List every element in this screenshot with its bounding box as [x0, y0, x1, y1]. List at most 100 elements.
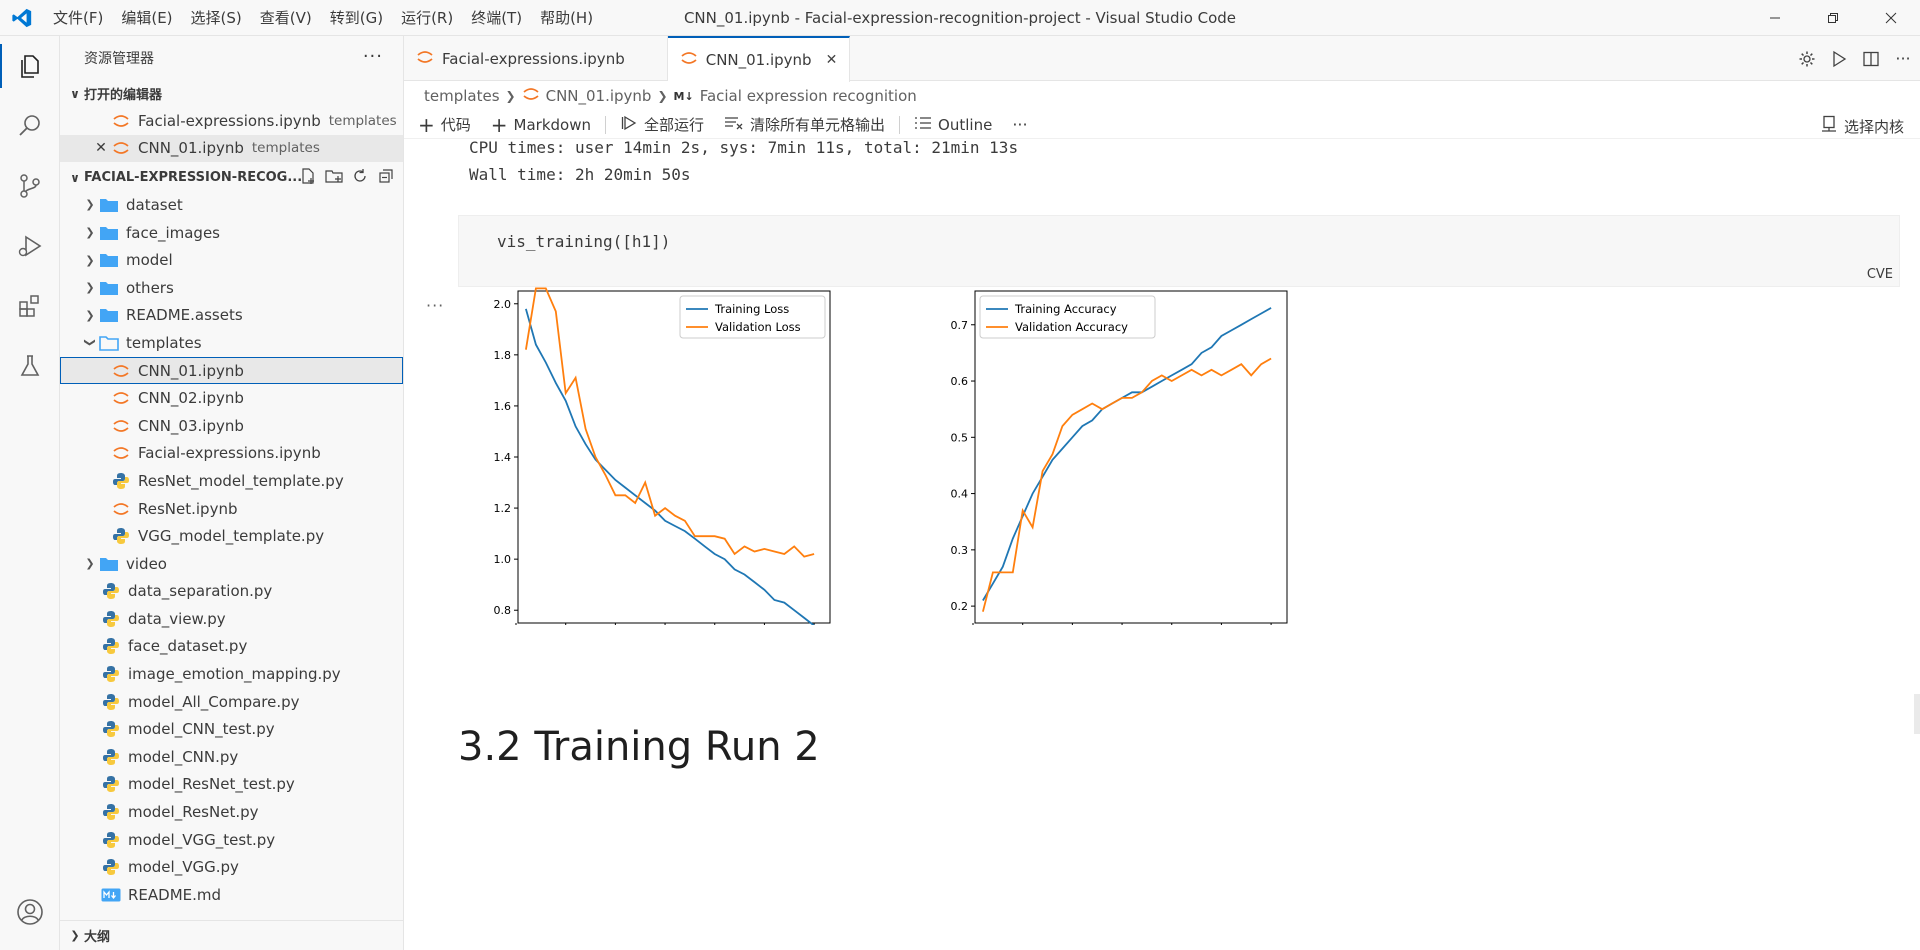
file-model-vgg[interactable]: model_VGG.py	[60, 853, 403, 881]
editor-area: Facial-expressions.ipynb CNN_01.ipynb ✕ …	[404, 36, 1920, 950]
menu-selection[interactable]: 选择(S)	[190, 8, 242, 27]
run-all-label: 全部运行	[644, 116, 705, 134]
file-model-resnet[interactable]: model_ResNet.py	[60, 798, 403, 826]
open-editors-section[interactable]: ∨ 打开的编辑器	[60, 80, 403, 107]
python-icon	[100, 748, 122, 766]
search-icon[interactable]	[0, 96, 60, 156]
outline-button[interactable]: Outline	[914, 115, 992, 135]
run-debug-icon[interactable]	[0, 216, 60, 276]
collapse-all-icon[interactable]	[377, 167, 395, 189]
tab-cnn-01[interactable]: CNN_01.ipynb ✕	[667, 36, 851, 82]
menu-view[interactable]: 查看(V)	[259, 8, 312, 27]
menu-run[interactable]: 运行(R)	[401, 8, 454, 27]
close-icon[interactable]: ✕	[95, 140, 107, 157]
jupyter-icon	[110, 417, 132, 435]
y-tick-label: 1.0	[494, 553, 512, 566]
file-model-vgg-test[interactable]: model_VGG_test.py	[60, 826, 403, 854]
settings-gear-icon[interactable]	[1796, 48, 1818, 70]
folder-templates[interactable]: ❯ templates	[60, 329, 403, 357]
open-editor-item[interactable]: Facial-expressions.ipynb templates	[60, 107, 403, 135]
outline-section[interactable]: ❯ 大纲	[60, 920, 404, 950]
menu-edit[interactable]: 编辑(E)	[121, 8, 173, 27]
file-image-emotion-mapping[interactable]: image_emotion_mapping.py	[60, 660, 403, 688]
menu-help[interactable]: 帮助(H)	[540, 8, 594, 27]
file-name: README.md	[128, 885, 222, 904]
add-markdown-button[interactable]: + Markdown	[491, 115, 591, 135]
new-file-icon[interactable]	[299, 167, 317, 189]
file-readme[interactable]: README.md	[60, 881, 403, 909]
file-model-cnn-test[interactable]: model_CNN_test.py	[60, 715, 403, 743]
file-resnet-template[interactable]: ResNet_model_template.py	[60, 467, 403, 495]
y-tick-label: 0.5	[951, 431, 969, 444]
file-model-cnn[interactable]: model_CNN.py	[60, 743, 403, 771]
refresh-icon[interactable]	[351, 167, 369, 189]
file-face-dataset[interactable]: face_dataset.py	[60, 633, 403, 661]
clear-outputs-button[interactable]: 清除所有单元格输出	[724, 114, 885, 135]
jupyter-icon	[110, 444, 132, 462]
toolbar-more-icon[interactable]: ···	[1012, 115, 1028, 134]
close-window-icon[interactable]	[1862, 0, 1920, 36]
extensions-icon[interactable]	[0, 276, 60, 336]
run-icon[interactable]	[1828, 48, 1850, 70]
python-icon	[100, 831, 122, 849]
source-control-icon[interactable]	[0, 156, 60, 216]
account-icon[interactable]	[0, 882, 60, 942]
open-editors-label: 打开的编辑器	[84, 88, 163, 103]
folder-face-images[interactable]: ❯ face_images	[60, 219, 403, 247]
run-all-icon	[620, 114, 638, 136]
project-section[interactable]: ∨ FACIAL-EXPRESSION-RECOG...	[60, 164, 403, 191]
new-folder-icon[interactable]	[325, 167, 343, 189]
scrollbar-thumb[interactable]	[1914, 694, 1920, 734]
code-cell[interactable]: vis_training([h1]) CVE	[458, 215, 1900, 287]
menu-terminal[interactable]: 终端(T)	[471, 8, 523, 27]
menu-file[interactable]: 文件(F)	[53, 8, 104, 27]
python-icon	[100, 637, 122, 655]
file-facial-expressions[interactable]: Facial-expressions.ipynb	[60, 440, 403, 468]
folder-readme-assets[interactable]: ❯ README.assets	[60, 302, 403, 330]
breadcrumb-folder[interactable]: templates	[424, 87, 500, 105]
file-model-all-compare[interactable]: model_All_Compare.py	[60, 688, 403, 716]
explorer-title-label: 资源管理器	[84, 51, 154, 67]
minimize-icon[interactable]	[1746, 0, 1804, 36]
close-tab-icon[interactable]: ✕	[825, 52, 838, 68]
cell-output-cpu-times: CPU times: user 14min 2s, sys: 7min 11s,…	[469, 141, 1019, 157]
split-editor-icon[interactable]	[1860, 48, 1882, 70]
output-more-icon[interactable]: ···	[426, 296, 445, 315]
folder-others[interactable]: ❯ others	[60, 274, 403, 302]
folder-model[interactable]: ❯ model	[60, 246, 403, 274]
cell-language-label[interactable]: CVE	[1866, 267, 1893, 282]
breadcrumb-section[interactable]: Facial expression recognition	[699, 87, 917, 105]
open-editor-item-active[interactable]: ✕ CNN_01.ipynb templates	[60, 134, 403, 163]
file-data-view[interactable]: data_view.py	[60, 605, 403, 633]
code-cell-source[interactable]: vis_training([h1])	[497, 232, 671, 251]
file-data-separation[interactable]: data_separation.py	[60, 578, 403, 606]
file-vgg-template[interactable]: VGG_model_template.py	[60, 522, 403, 550]
run-all-button[interactable]: 全部运行	[620, 114, 704, 136]
menu-go[interactable]: 转到(G)	[329, 8, 384, 27]
folder-video[interactable]: ❯ video	[60, 550, 403, 578]
breadcrumb-file[interactable]: CNN_01.ipynb	[545, 87, 652, 105]
file-resnet-ipynb[interactable]: ResNet.ipynb	[60, 495, 403, 523]
file-cnn-02[interactable]: CNN_02.ipynb	[60, 384, 403, 412]
legend-label: Validation Accuracy	[1015, 320, 1128, 334]
more-icon[interactable]: ···	[1895, 49, 1911, 68]
y-tick-label: 2.0	[494, 298, 512, 311]
file-tree: ❯ dataset ❯ face_images ❯ model ❯ others…	[60, 191, 403, 908]
accuracy-chart: 0.20.30.40.50.60.7051015202530EpochTrain…	[951, 290, 1288, 657]
testing-flask-icon[interactable]	[0, 336, 60, 396]
tab-facial-expressions[interactable]: Facial-expressions.ipynb	[404, 36, 668, 81]
file-cnn-01[interactable]: CNN_01.ipynb	[60, 356, 403, 385]
more-actions-icon[interactable]: ···	[362, 46, 383, 67]
explorer-icon[interactable]	[0, 36, 60, 96]
restore-icon[interactable]	[1804, 0, 1862, 36]
folder-dataset[interactable]: ❯ dataset	[60, 191, 403, 219]
file-cnn-03[interactable]: CNN_03.ipynb	[60, 412, 403, 440]
add-code-button[interactable]: + 代码	[418, 114, 471, 135]
folder-name: templates	[126, 333, 202, 352]
y-tick-label: 0.4	[951, 488, 969, 501]
jupyter-icon	[522, 85, 540, 107]
select-kernel-button[interactable]: 选择内核	[1820, 115, 1904, 137]
chevron-right-icon: ❯	[70, 929, 80, 942]
project-label: FACIAL-EXPRESSION-RECOG...	[84, 170, 303, 186]
file-model-resnet-test[interactable]: model_ResNet_test.py	[60, 771, 403, 799]
